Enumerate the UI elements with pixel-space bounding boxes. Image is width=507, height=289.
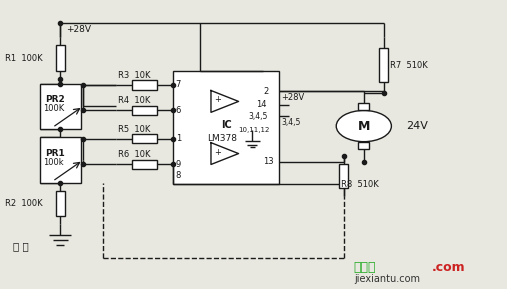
Text: PR1: PR1 [46,149,65,158]
Text: PR2: PR2 [46,95,65,104]
Bar [132,80,157,90]
Bar [358,103,369,110]
Text: 100K: 100K [43,104,64,113]
Bar [41,137,81,183]
Text: +: + [214,147,222,157]
Text: 9: 9 [176,160,181,169]
Polygon shape [211,90,239,112]
Polygon shape [211,143,239,164]
Bar [339,164,348,188]
Text: 14: 14 [256,100,267,109]
Text: .com: .com [431,261,465,274]
Bar [379,48,388,82]
Text: +: + [214,95,222,104]
Bar [56,45,65,71]
Bar [358,142,369,149]
Text: 24V: 24V [407,121,428,131]
Bar [41,84,81,129]
Text: 1: 1 [176,134,181,143]
Text: +28V: +28V [281,93,304,102]
Bar [173,71,278,184]
Text: +28V: +28V [66,25,91,34]
Text: R1  100K: R1 100K [5,53,43,62]
Text: R2  100K: R2 100K [5,199,43,208]
Text: 接线图: 接线图 [354,261,376,274]
Text: 2: 2 [264,87,269,96]
Text: 3,4,5: 3,4,5 [248,112,268,121]
Text: R7  510K: R7 510K [390,61,427,70]
Text: LM378: LM378 [207,134,237,143]
Bar [132,106,157,115]
Text: 6: 6 [176,106,181,115]
Text: R5  10K: R5 10K [118,125,151,134]
Text: jiexiantu.com: jiexiantu.com [354,274,420,284]
Text: R4  10K: R4 10K [118,97,151,105]
Bar [56,191,65,216]
Text: 3,4,5: 3,4,5 [281,118,301,127]
Text: 7: 7 [176,80,181,90]
Text: 10,11,12: 10,11,12 [238,127,270,133]
Text: R8  510K: R8 510K [341,180,379,189]
Text: 100k: 100k [43,158,63,167]
Text: 13: 13 [264,157,274,166]
Text: M: M [357,120,370,133]
Bar [132,134,157,143]
Text: R6  10K: R6 10K [118,150,151,159]
Text: IC: IC [221,120,231,130]
Circle shape [336,110,391,142]
Text: 图 九: 图 九 [13,241,28,251]
Text: R3  10K: R3 10K [118,71,151,80]
Bar [132,160,157,169]
Text: 8: 8 [176,171,181,179]
